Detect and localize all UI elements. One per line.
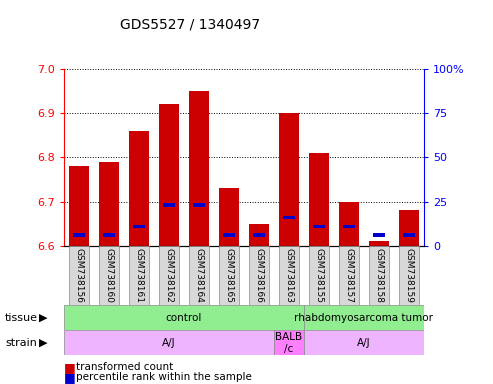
Bar (403, 233, 415, 237)
Bar (159, 246, 179, 305)
Text: GSM738161: GSM738161 (135, 248, 143, 303)
Text: GSM738162: GSM738162 (165, 248, 174, 303)
Text: GSM738155: GSM738155 (315, 248, 323, 303)
Bar (73, 233, 85, 237)
Text: tissue: tissue (5, 313, 38, 323)
Text: control: control (166, 313, 202, 323)
Bar (133, 225, 145, 228)
Bar (399, 210, 419, 246)
Bar (129, 246, 149, 305)
Bar (279, 246, 299, 305)
Bar (219, 246, 239, 305)
Bar (103, 233, 115, 237)
Bar (313, 225, 325, 228)
Text: BALB
/c: BALB /c (276, 332, 303, 354)
Text: GSM738165: GSM738165 (224, 248, 234, 303)
Bar (253, 233, 265, 237)
Bar (249, 246, 269, 305)
Text: ■: ■ (64, 361, 76, 374)
Bar (373, 233, 385, 237)
Bar (159, 104, 179, 246)
Bar (369, 246, 389, 305)
Bar (283, 216, 295, 219)
Text: A/J: A/J (162, 338, 176, 348)
Bar (339, 246, 359, 305)
Bar (70, 246, 89, 305)
Text: ▶: ▶ (39, 313, 47, 323)
Bar (279, 113, 299, 246)
Text: transformed count: transformed count (76, 362, 174, 372)
Bar (249, 223, 269, 246)
Text: ■: ■ (64, 371, 76, 384)
Bar (223, 233, 235, 237)
Bar (129, 131, 149, 246)
Text: GSM738157: GSM738157 (345, 248, 353, 303)
Bar (304, 330, 424, 355)
Bar (343, 225, 355, 228)
Bar (64, 305, 304, 330)
Bar (304, 305, 424, 330)
Text: GSM738156: GSM738156 (74, 248, 84, 303)
Bar (399, 246, 419, 305)
Bar (219, 188, 239, 246)
Bar (309, 246, 329, 305)
Bar (70, 166, 89, 246)
Text: strain: strain (5, 338, 37, 348)
Bar (99, 246, 119, 305)
Text: GSM738166: GSM738166 (254, 248, 264, 303)
Bar (309, 153, 329, 246)
Bar (369, 241, 389, 246)
Bar (189, 91, 209, 246)
Bar (99, 162, 119, 246)
Bar (163, 204, 175, 207)
Text: GSM738159: GSM738159 (404, 248, 414, 303)
Text: ▶: ▶ (39, 338, 47, 348)
Bar (339, 202, 359, 246)
Text: percentile rank within the sample: percentile rank within the sample (76, 372, 252, 382)
Bar (274, 330, 304, 355)
Text: rhabdomyosarcoma tumor: rhabdomyosarcoma tumor (294, 313, 433, 323)
Bar (189, 246, 209, 305)
Text: GSM738163: GSM738163 (284, 248, 293, 303)
Bar (193, 204, 205, 207)
Text: GSM738160: GSM738160 (105, 248, 113, 303)
Text: GSM738164: GSM738164 (195, 248, 204, 303)
Text: A/J: A/J (357, 338, 371, 348)
Text: GDS5527 / 1340497: GDS5527 / 1340497 (120, 17, 260, 31)
Bar (64, 330, 274, 355)
Text: GSM738158: GSM738158 (375, 248, 384, 303)
